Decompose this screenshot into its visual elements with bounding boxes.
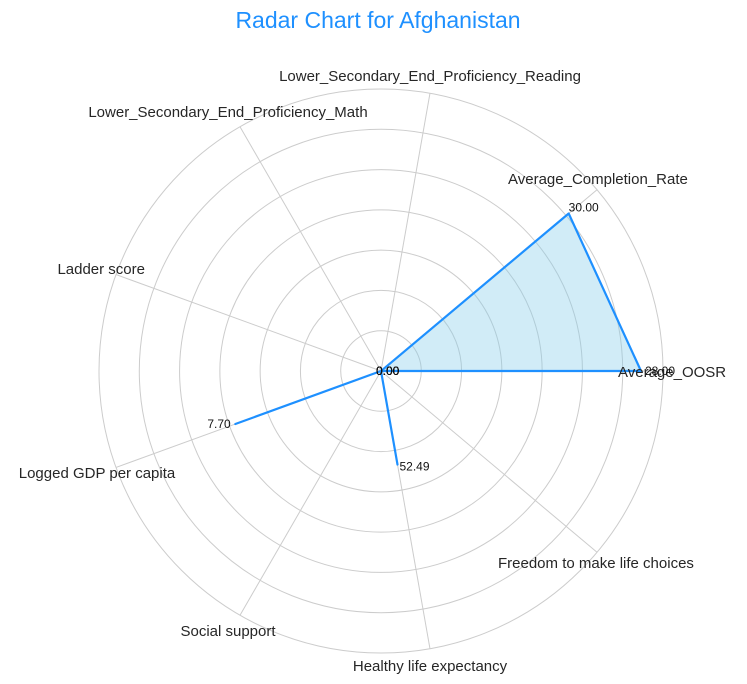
- data-label: 0.00: [376, 364, 400, 378]
- grid-spoke: [380, 370, 598, 553]
- data-label: 0.00: [376, 364, 400, 378]
- grid-spoke: [115, 274, 382, 372]
- data-label: 0.00: [376, 364, 400, 378]
- grid-spoke: [239, 126, 382, 372]
- axis-label: Freedom to make life choices: [498, 555, 694, 572]
- axis-labels: Average_OOSR Average_Completion_Rate Lower…: [19, 68, 727, 675]
- series-line: [234, 212, 643, 466]
- grid-spoke: [239, 370, 382, 616]
- axis-label: Average_OOSR: [618, 364, 726, 381]
- axis-label: Social support: [180, 623, 276, 640]
- grid-spoke: [380, 93, 431, 372]
- chart-title: Radar Chart for Afghanistan: [235, 7, 520, 33]
- axis-label: Ladder score: [57, 261, 145, 278]
- data-label: 30.00: [569, 201, 599, 215]
- data-label: 52.49: [400, 460, 430, 474]
- data-label: 28.00: [645, 364, 675, 378]
- data-label: 7.70: [207, 417, 231, 431]
- data-label: 0.00: [376, 364, 400, 378]
- axis-label: Average_Completion_Rate: [508, 171, 688, 188]
- axis-label: Lower_Secondary_End_Proficiency_Reading: [279, 68, 581, 85]
- data-label: 0.00: [376, 364, 400, 378]
- radar-series: [234, 212, 643, 466]
- axis-label: Healthy life expectancy: [353, 658, 508, 675]
- series-area: [235, 213, 641, 465]
- axis-label: Lower_Secondary_End_Proficiency_Math: [88, 104, 367, 121]
- axis-label: Logged GDP per capita: [19, 465, 176, 482]
